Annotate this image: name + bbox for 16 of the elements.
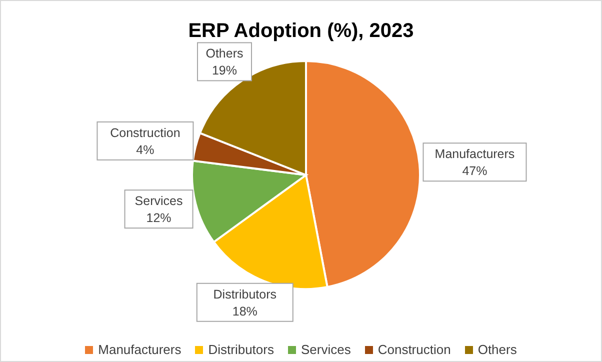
legend-label: Distributors	[208, 342, 274, 357]
data-label: 18%	[232, 304, 258, 318]
data-label: 4%	[136, 142, 154, 157]
slice-label: Construction	[110, 126, 180, 140]
legend-label: Others	[478, 342, 517, 357]
legend-label: Construction	[378, 342, 451, 357]
data-label: 19%	[212, 64, 238, 78]
legend-label: Manufacturers	[98, 342, 182, 357]
slice-label: Services	[134, 194, 183, 208]
data-label: 47%	[462, 164, 488, 178]
legend-label: Services	[300, 342, 351, 357]
slice-label: Others	[206, 46, 244, 61]
slice-label: Manufacturers	[434, 147, 515, 162]
chart-title: ERP Adoption (%), 2023	[188, 20, 414, 42]
slice-label: Distributors	[213, 287, 276, 302]
data-label: 12%	[146, 211, 172, 226]
